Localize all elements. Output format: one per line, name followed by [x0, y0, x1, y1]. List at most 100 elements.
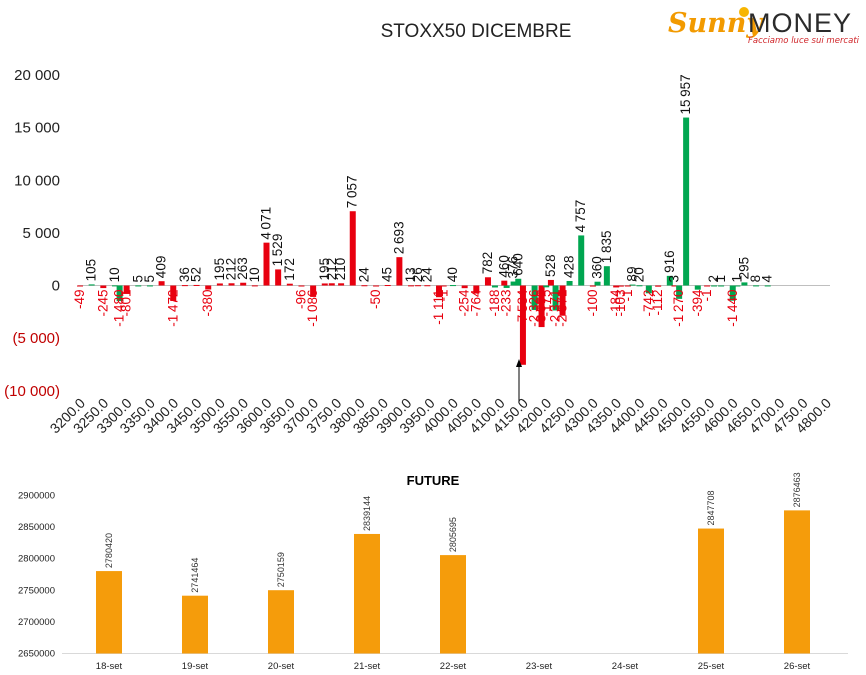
data-label: -742 [641, 290, 656, 317]
bar-3700 [310, 285, 317, 297]
x-tick-label: 21-set [354, 661, 381, 672]
bar-3275 [111, 285, 118, 287]
bar-4210 [547, 279, 554, 286]
options-chart: STOXX50 DICEMBRE 20 000 15 000 10 000 5 000… [4, 21, 834, 436]
bar-4360 [617, 285, 624, 287]
data-label: -233 [499, 290, 514, 317]
data-label: -49 [72, 290, 87, 310]
bar-3250 [100, 285, 107, 289]
bar-4330 [603, 266, 610, 286]
data-label: -175 [538, 290, 553, 317]
data-label: 4 757 [573, 200, 588, 233]
data-label: 295 [736, 257, 751, 280]
data-label: 24 [419, 267, 434, 283]
future-chart: FUTURE 2650000 2700000 2750000 2800000 28500… [18, 472, 848, 672]
y-tick-label: 20 000 [14, 67, 60, 84]
future-data-label: 2741464 [190, 558, 200, 593]
bar-4000 [450, 285, 456, 287]
data-label: 15 957 [678, 74, 693, 114]
bar-3300 [123, 285, 130, 294]
future-data-label: 2780420 [104, 533, 114, 568]
bar-4190 [538, 285, 545, 328]
bar-3285 [116, 285, 123, 302]
bar-3980 [440, 285, 447, 287]
bar-4560 [711, 285, 718, 287]
bar-4090 [491, 285, 498, 288]
data-label: 212 [324, 258, 339, 281]
bar-4310 [594, 281, 601, 286]
data-label: 172 [282, 258, 297, 281]
bar-3785 [349, 211, 356, 286]
data-label: -112 [650, 290, 665, 316]
bar-4385 [629, 284, 636, 286]
x-tick-label: 24-set [612, 661, 639, 672]
data-label: 45 [380, 267, 395, 282]
data-label: -1 472 [165, 290, 180, 327]
future-data-label: 2847708 [706, 491, 716, 526]
data-label: 428 [562, 255, 577, 278]
future-bars: 2780420 2741464 2750159 2839144 2805695 28477… [96, 472, 810, 654]
y-tick-label: 15 000 [14, 120, 60, 137]
bar-3450 [193, 284, 200, 286]
data-label: -3 950 [534, 290, 549, 327]
bar-4420 [645, 285, 652, 294]
bar-3525 [228, 283, 235, 286]
bar-4110 [501, 280, 508, 286]
bar-4575 [718, 285, 725, 287]
bar-4075 [484, 277, 491, 286]
y-tick-label: 2650000 [18, 649, 55, 660]
bar-4350 [613, 285, 620, 288]
data-label: 1 [713, 275, 728, 283]
bar-3945 [424, 285, 431, 287]
logo-sunny-text: Sunny [668, 8, 764, 39]
options-y-axis: 20 000 15 000 10 000 5 000 0 (5 000) (10 000) [4, 67, 60, 400]
logo-money-text: MONEY [748, 8, 852, 38]
y-tick-label: 2750000 [18, 585, 55, 596]
future-bar-20-set [268, 590, 294, 654]
data-label: -801 [119, 290, 134, 317]
data-label: -245 [95, 290, 110, 317]
data-label: 210 [333, 258, 348, 281]
y-tick-label: 2850000 [18, 522, 55, 533]
bar-4175 [531, 285, 538, 310]
data-label: 1 529 [270, 234, 285, 267]
y-tick-label: 0 [52, 278, 60, 295]
data-label: -184 [608, 289, 623, 317]
future-data-label: 2805695 [448, 517, 458, 552]
current-price-arrow [516, 359, 522, 402]
bar-3475 [205, 285, 212, 290]
data-label: 528 [543, 254, 558, 277]
data-label: 212 [224, 258, 239, 281]
data-label: 782 [480, 252, 495, 275]
data-label: -103 [613, 290, 628, 317]
data-label: -188 [487, 290, 502, 317]
bar-3400 [170, 285, 177, 301]
bar-4115 [503, 285, 510, 288]
bar-4525 [694, 285, 701, 290]
data-label: 13 [403, 267, 418, 282]
future-bar-22-set [440, 555, 466, 654]
bar-3325 [135, 285, 142, 287]
bar-3600 [263, 242, 270, 286]
bar-3675 [298, 285, 305, 287]
x-tick-label: 18-set [96, 661, 123, 672]
data-label: -254 [457, 289, 472, 317]
future-data-label: 2876463 [792, 472, 802, 507]
y-tick-label: 2900000 [18, 491, 55, 502]
bar-3885 [396, 257, 403, 286]
data-label: 2 693 [391, 221, 406, 254]
data-label: -2 326 [527, 290, 542, 327]
bar-4050 [473, 285, 480, 294]
x-tick-label: 20-set [268, 661, 295, 672]
bar-4200 [543, 285, 550, 288]
future-bar-25-set [698, 528, 724, 654]
data-label: 195 [212, 258, 227, 281]
data-label: 5 [130, 275, 145, 283]
future-bar-18-set [96, 571, 122, 654]
data-label: 263 [235, 257, 250, 280]
data-label: -1 086 [305, 290, 320, 327]
data-label: 52 [189, 267, 204, 282]
data-label: -1 111 [431, 290, 446, 325]
bar-3350 [146, 285, 153, 287]
x-tick-label: 25-set [698, 661, 725, 672]
